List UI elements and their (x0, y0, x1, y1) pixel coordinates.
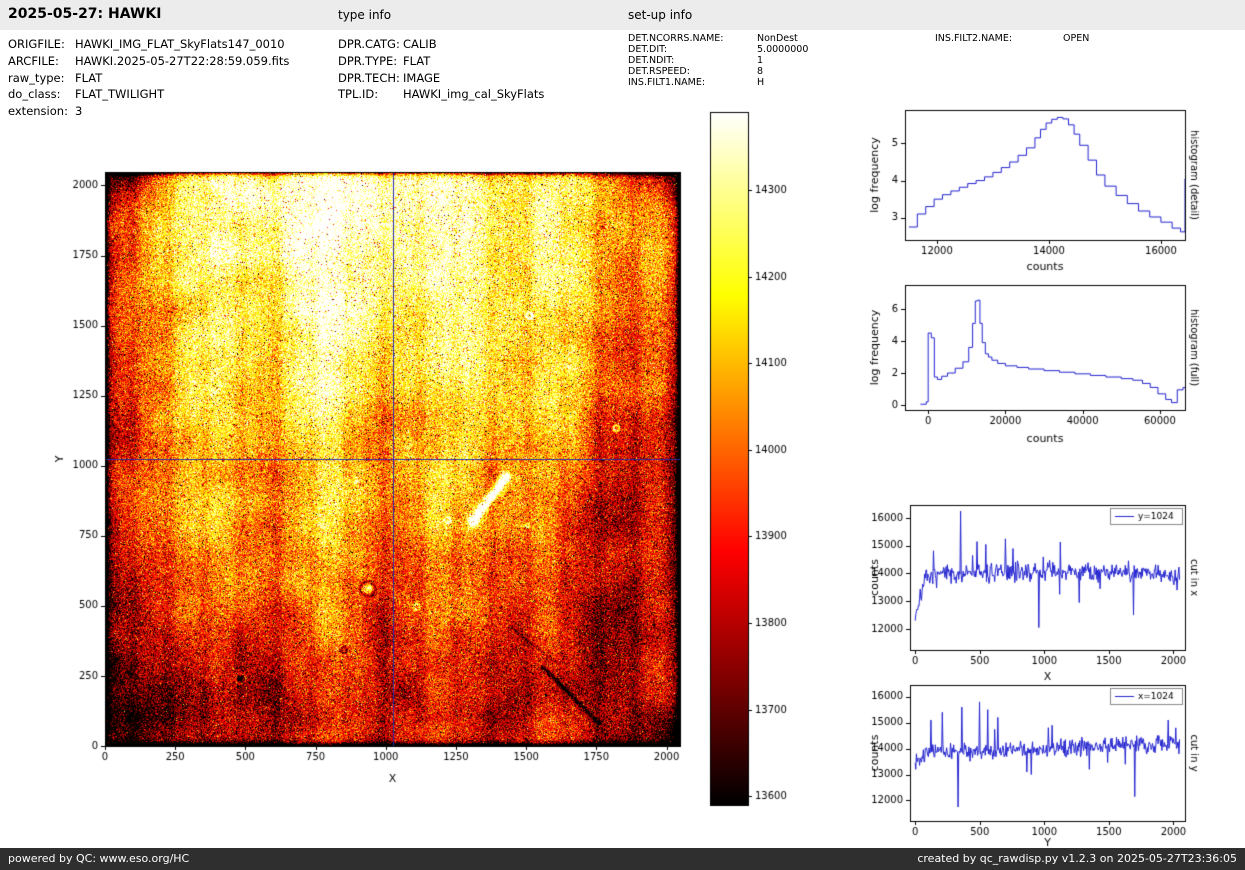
footer-powered-by-link[interactable]: powered by QC: www.eso.org/HC (8, 852, 189, 865)
cut-in-x-canvas (860, 490, 1245, 685)
meta-key: raw_type: (8, 70, 75, 87)
meta-value: FLAT (75, 70, 102, 87)
meta-key: DET.DIT: (628, 44, 757, 55)
raw-image-canvas (30, 100, 700, 800)
meta-key: DET.NDIT: (628, 55, 757, 66)
meta-row-rawtype: raw_type: FLAT (8, 70, 289, 87)
meta-value: HAWKI_IMG_FLAT_SkyFlats147_0010 (75, 36, 285, 53)
meta-key: DET.RSPEED: (628, 66, 757, 77)
meta-key: ORIGFILE: (8, 36, 75, 53)
meta-key: INS.FILT2.NAME: (935, 33, 1063, 44)
footer-created-by: created by qc_rawdisp.py v1.2.3 on 2025-… (917, 852, 1237, 865)
meta-key: DET.NCORRS.NAME: (628, 33, 757, 44)
meta-value: FLAT (403, 53, 430, 70)
meta-row-dprtech: DPR.TECH: IMAGE (338, 70, 544, 87)
meta-value: CALIB (403, 36, 437, 53)
cut-in-y-canvas (860, 668, 1245, 850)
histogram-detail-plot (860, 95, 1245, 280)
meta-key: DPR.TYPE: (338, 53, 403, 70)
meta-key: ARCFILE: (8, 53, 75, 70)
meta-row-ncorrs: DET.NCORRS.NAME: NonDest (628, 33, 808, 44)
qc-report-page: 2025-05-27: HAWKI type info set-up info … (0, 0, 1245, 870)
type-info-block: DPR.CATG: CALIB DPR.TYPE: FLAT DPR.TECH:… (338, 36, 544, 103)
meta-row-dit: DET.DIT: 5.0000000 (628, 44, 808, 55)
type-info-heading: type info (338, 8, 391, 22)
colorbar-canvas (700, 100, 810, 815)
setup-info-block: DET.NCORRS.NAME: NonDest DET.DIT: 5.0000… (628, 33, 808, 88)
cut-in-x-plot (860, 490, 1245, 685)
meta-row-arcfile: ARCFILE: HAWKI.2025-05-27T22:28:59.059.f… (8, 53, 289, 70)
meta-key: INS.FILT1.NAME: (628, 77, 757, 88)
meta-key: DPR.TECH: (338, 70, 403, 87)
meta-row-dprtype: DPR.TYPE: FLAT (338, 53, 544, 70)
meta-row-filt2: INS.FILT2.NAME: OPEN (935, 33, 1089, 44)
setup-info-heading: set-up info (628, 8, 692, 22)
meta-row-ndit: DET.NDIT: 1 (628, 55, 808, 66)
meta-row-rspeed: DET.RSPEED: 8 (628, 66, 808, 77)
meta-value: 5.0000000 (757, 44, 808, 55)
meta-value: 1 (757, 55, 763, 66)
page-title: 2025-05-27: HAWKI (8, 6, 161, 22)
meta-value: NonDest (757, 33, 798, 44)
footer-bar: powered by QC: www.eso.org/HC created by… (0, 848, 1245, 870)
histogram-full-canvas (860, 270, 1245, 460)
colorbar (700, 100, 810, 815)
meta-row-dprcatg: DPR.CATG: CALIB (338, 36, 544, 53)
meta-value: IMAGE (403, 70, 440, 87)
meta-value: 8 (757, 66, 763, 77)
histogram-detail-canvas (860, 95, 1245, 280)
header-bar: 2025-05-27: HAWKI type info set-up info (0, 0, 1245, 30)
raw-image-figure (30, 100, 700, 800)
cut-in-y-plot (860, 668, 1245, 850)
meta-key: DPR.CATG: (338, 36, 403, 53)
meta-value: H (757, 77, 764, 88)
meta-value: OPEN (1063, 33, 1089, 44)
histogram-full-plot (860, 270, 1245, 460)
meta-row-filt1: INS.FILT1.NAME: H (628, 77, 808, 88)
setup-info-block-right: INS.FILT2.NAME: OPEN (935, 33, 1089, 44)
meta-row-origfile: ORIGFILE: HAWKI_IMG_FLAT_SkyFlats147_001… (8, 36, 289, 53)
meta-value: HAWKI.2025-05-27T22:28:59.059.fits (75, 53, 289, 70)
